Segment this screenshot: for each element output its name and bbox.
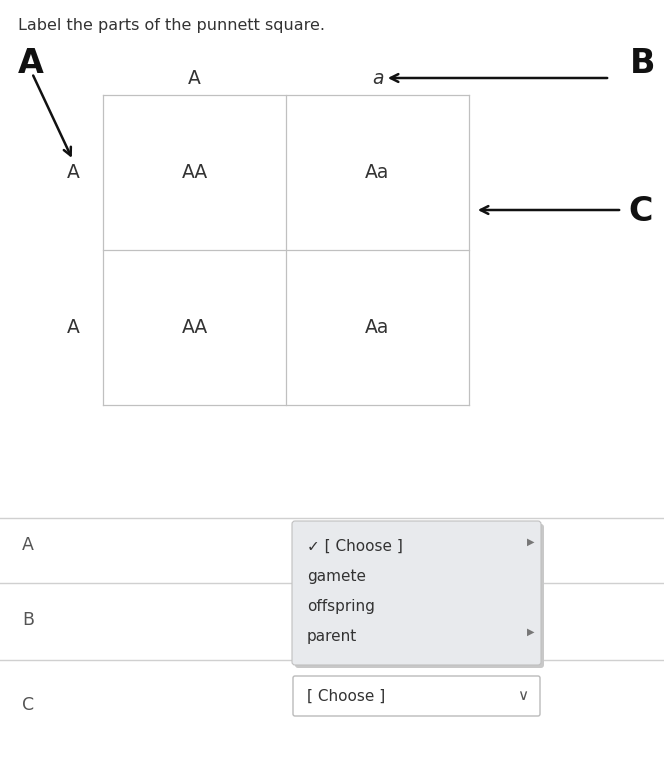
Text: B: B	[22, 611, 34, 629]
Text: Aa: Aa	[365, 318, 390, 337]
FancyBboxPatch shape	[293, 676, 540, 716]
Text: C: C	[22, 696, 34, 714]
Text: Label the parts of the punnett square.: Label the parts of the punnett square.	[18, 18, 325, 33]
Text: C: C	[628, 195, 653, 228]
Text: AA: AA	[181, 163, 208, 182]
Text: offspring: offspring	[307, 598, 375, 614]
Text: parent: parent	[307, 628, 357, 644]
Text: ▶: ▶	[527, 627, 534, 637]
Text: gamete: gamete	[307, 568, 366, 584]
FancyBboxPatch shape	[295, 524, 544, 668]
Text: ▶: ▶	[527, 537, 534, 547]
Text: ∨: ∨	[517, 688, 528, 704]
Text: A: A	[66, 318, 80, 337]
Text: A: A	[22, 536, 34, 554]
Text: A: A	[66, 163, 80, 182]
Text: A: A	[18, 47, 44, 80]
Text: a: a	[372, 69, 383, 88]
Text: ✓ [ Choose ]: ✓ [ Choose ]	[307, 538, 403, 554]
Text: B: B	[630, 47, 655, 80]
Text: Aa: Aa	[365, 163, 390, 182]
Text: [ Choose ]: [ Choose ]	[307, 688, 385, 704]
Text: AA: AA	[181, 318, 208, 337]
FancyBboxPatch shape	[292, 521, 541, 665]
Text: A: A	[188, 69, 201, 88]
